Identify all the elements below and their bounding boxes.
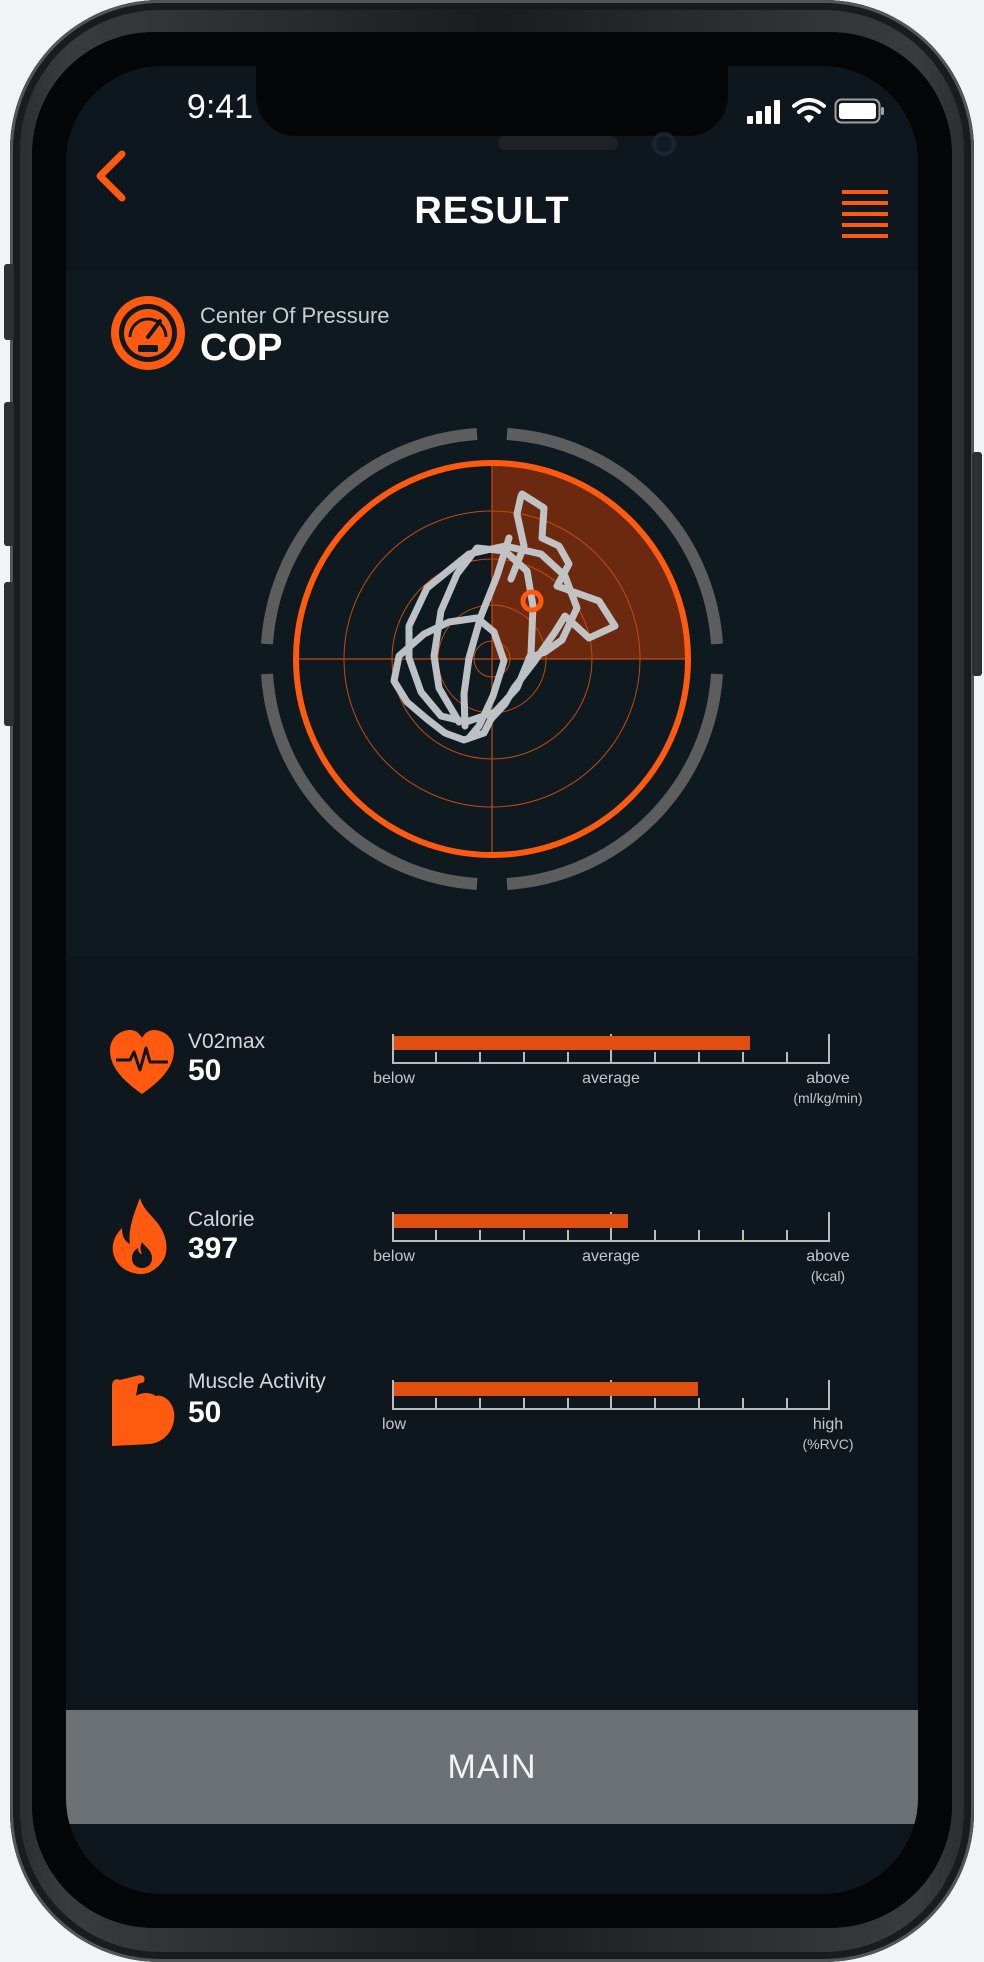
power-button: [972, 452, 982, 676]
gauge-tick: [435, 1230, 437, 1242]
status-time: 9:41: [186, 88, 254, 126]
cop-title: COP: [200, 327, 283, 369]
metric-gauge: [392, 1024, 832, 1064]
main-button[interactable]: MAIN: [66, 1710, 918, 1824]
gauge-tick: [567, 1398, 569, 1410]
page-title: RESULT: [414, 190, 570, 232]
cop-subtitle: Center Of Pressure: [200, 303, 390, 328]
main-ring: [293, 460, 691, 858]
volume-up-button: [4, 402, 14, 546]
metric-row-muscle-activity: Muscle Activity 50 low high (%RVC): [66, 1370, 918, 1490]
metric-value: 50: [188, 1396, 222, 1429]
gauge-tick: [392, 1212, 394, 1242]
gauge-tick: [567, 1230, 569, 1242]
outer-ring-top-left: [261, 428, 478, 645]
metric-row-calorie: Calorie 397 below average above (kcal): [66, 1194, 918, 1314]
gauge-fill: [394, 1382, 698, 1396]
metric-row-vo2max: V02max 50 below average above (ml/kg/min…: [66, 1016, 918, 1136]
gauge-tick: [567, 1052, 569, 1064]
axis-label-left: below: [373, 1248, 415, 1265]
axis-label-right: high: [812, 1416, 844, 1433]
gauge-tick: [435, 1052, 437, 1064]
gauge-tick: [479, 1398, 481, 1410]
silent-switch: [4, 264, 14, 340]
gauge-tick: [523, 1398, 525, 1410]
gauge-tick: [435, 1398, 437, 1410]
speaker-grille: [498, 136, 618, 150]
gauge-tick: [523, 1230, 525, 1242]
pressure-trace: [390, 490, 619, 744]
volume-down-button: [4, 582, 14, 726]
menu-button[interactable]: [840, 188, 890, 240]
signal-icon: [747, 100, 780, 124]
gauge-tick: [392, 1380, 394, 1410]
unit-label: (ml/kg/min): [793, 1090, 863, 1106]
gauge-fill: [394, 1214, 628, 1228]
back-button[interactable]: [86, 146, 136, 206]
unit-label: (%RVC): [802, 1436, 854, 1452]
gauge-tick: [479, 1052, 481, 1064]
gauge-tick: [698, 1052, 700, 1064]
notch: [256, 66, 728, 136]
gauge-tick: [828, 1380, 830, 1410]
battery-icon: [834, 98, 884, 124]
gauge-tick: [786, 1398, 788, 1410]
gauge-icon: [111, 296, 185, 370]
metric-label: Muscle Activity: [188, 1370, 326, 1393]
gauge-tick: [654, 1052, 656, 1064]
outer-ring-bottom-left: [261, 673, 478, 890]
axis-label-right: above: [806, 1248, 850, 1265]
gauge-tick: [654, 1230, 656, 1242]
gauge-tick: [523, 1052, 525, 1064]
axis-label-middle: average: [582, 1248, 640, 1265]
gauge-tick: [654, 1398, 656, 1410]
chevron-left-icon: [96, 150, 126, 202]
metric-value: 397: [188, 1232, 239, 1265]
outer-ring-top-right: [506, 428, 723, 645]
metric-gauge: [392, 1370, 832, 1410]
axis-label-left: below: [373, 1070, 415, 1087]
metric-gauge: [392, 1202, 832, 1242]
app-screen: 9:41 RESULT: [66, 66, 918, 1894]
cop-marker: [520, 589, 544, 613]
heart-pulse-icon: [110, 1030, 174, 1094]
muscle-icon: [112, 1375, 175, 1446]
axis-label-left: low: [381, 1416, 406, 1433]
metric-label: V02max: [188, 1030, 266, 1053]
gauge-tick: [742, 1398, 744, 1410]
gauge-tick: [698, 1398, 700, 1410]
outer-ring-bottom-right: [506, 673, 723, 890]
gauge-tick: [698, 1230, 700, 1242]
axis-label-middle: average: [582, 1070, 640, 1087]
gauge-tick: [742, 1230, 744, 1242]
gauge-tick: [828, 1212, 830, 1242]
gauge-tick: [786, 1052, 788, 1064]
axis-label-right: above: [806, 1070, 850, 1087]
gauge-tick: [828, 1034, 830, 1064]
gauge-tick: [392, 1034, 394, 1064]
wifi-icon: [792, 98, 826, 123]
metric-label: Calorie: [188, 1208, 255, 1231]
gauge-fill: [394, 1036, 750, 1050]
cop-target-chart: [261, 428, 723, 890]
flame-icon: [112, 1198, 167, 1274]
unit-label: (kcal): [810, 1268, 846, 1284]
gauge-tick: [479, 1230, 481, 1242]
hamburger-menu-icon: [842, 190, 888, 238]
header-bar: RESULT: [66, 66, 918, 238]
gauge-tick: [742, 1052, 744, 1064]
front-camera: [652, 132, 676, 156]
gauge-tick: [786, 1230, 788, 1242]
cop-panel: Center Of Pressure COP: [66, 271, 918, 956]
metric-value: 50: [188, 1054, 222, 1087]
